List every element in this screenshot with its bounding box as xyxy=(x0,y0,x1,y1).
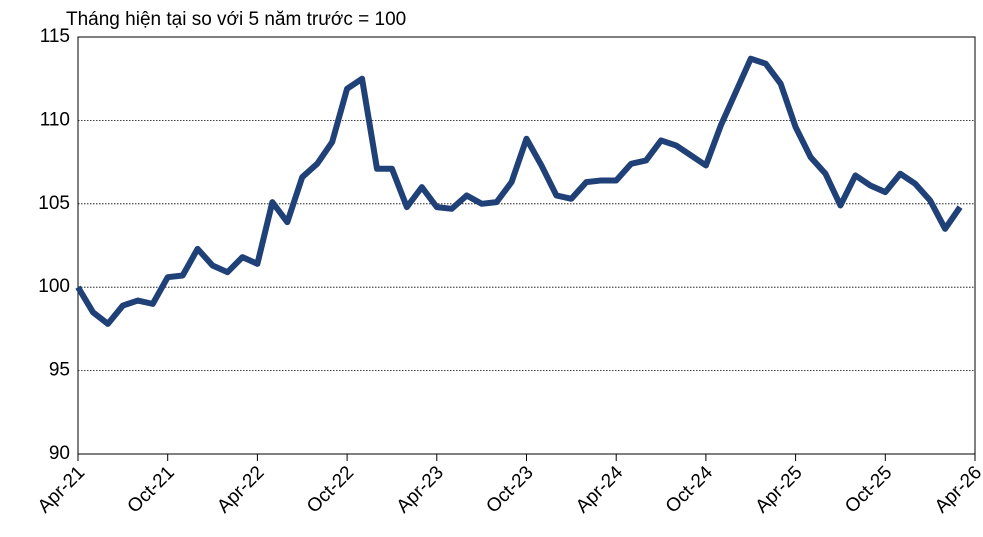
y-tick-label: 100 xyxy=(38,276,70,297)
x-tick-label: Apr-23 xyxy=(393,462,448,517)
x-tick-label: Apr-24 xyxy=(572,462,627,517)
x-tick-label: Apr-21 xyxy=(34,462,89,517)
y-axis-label: Tháng hiện tại so với 5 năm trước = 100 xyxy=(66,9,406,30)
y-tick-label: 110 xyxy=(40,109,70,130)
plot-frame xyxy=(77,36,976,455)
x-tick-label: Oct-22 xyxy=(303,462,358,517)
x-tick-label: Oct-23 xyxy=(482,462,537,517)
x-tick-label: Apr-22 xyxy=(213,462,268,517)
y-tick-label: 95 xyxy=(49,360,70,381)
x-tick-label: Apr-26 xyxy=(931,462,983,517)
data-line xyxy=(75,55,963,327)
y-tick-label: 90 xyxy=(49,443,70,464)
x-tick-label: Oct-25 xyxy=(841,462,896,517)
x-tick-label: Apr-25 xyxy=(752,462,807,517)
x-tick-label: Oct-21 xyxy=(124,462,179,517)
y-tick-label: 115 xyxy=(40,26,70,47)
y-tick-label: 105 xyxy=(38,193,70,214)
x-tick-label: Oct-24 xyxy=(662,462,717,517)
